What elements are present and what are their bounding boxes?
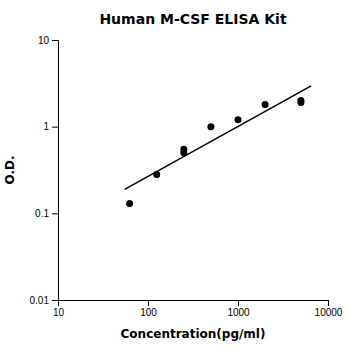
marks <box>125 86 312 207</box>
point <box>126 200 133 207</box>
y-axis-tick: 0.1 <box>35 208 58 219</box>
point <box>180 146 187 153</box>
title: Human M-CSF ELISA Kit <box>99 11 286 27</box>
x-axis-tick-mark <box>328 300 329 306</box>
x-axis-tick-label: 100 <box>140 307 157 318</box>
y-axis-line <box>52 41 59 301</box>
x-axis-tick: 1000 <box>227 300 250 318</box>
point <box>235 116 242 123</box>
x-axis-tick-mark <box>148 300 149 306</box>
y-axis-title: O.D. <box>3 155 17 184</box>
y-axis-tick-mark <box>52 127 58 128</box>
y-axis-tick: 0.01 <box>30 295 58 306</box>
x-axis-line <box>59 301 329 307</box>
x-axis-tick-label: 1000 <box>227 307 250 318</box>
y-axis-tick: 1 <box>43 121 58 132</box>
x-axis: 10 100 1000 10000 <box>53 300 343 318</box>
x-axis-title: Concentration(pg/ml) <box>121 327 266 341</box>
y-axis-tick-label: 0.1 <box>35 208 49 219</box>
y-axis-tick-label: 0.01 <box>30 295 50 306</box>
point <box>297 99 304 106</box>
y-axis: 0.01 0.1 1 10 <box>30 35 59 306</box>
y-axis-tick-label: 1 <box>43 121 49 132</box>
x-axis-tick-label: 10 <box>53 307 65 318</box>
y-axis-tick: 10 <box>38 35 58 46</box>
point <box>262 101 269 108</box>
x-axis-tick-mark <box>238 300 239 306</box>
fit-line <box>125 86 312 189</box>
x-axis-tick: 10000 <box>315 300 343 318</box>
y-axis-tick-mark <box>52 213 58 214</box>
plot-area: 10 100 1000 10000 0.01 0.1 1 10 <box>30 35 343 318</box>
y-axis-tick-label: 10 <box>38 35 50 46</box>
x-axis-tick: 10 <box>53 300 65 318</box>
x-axis-tick-label: 10000 <box>315 307 343 318</box>
x-axis-tick: 100 <box>140 300 157 318</box>
point <box>207 123 214 130</box>
y-axis-tick-mark <box>52 40 58 41</box>
chart: 10 100 1000 10000 0.01 0.1 1 10 Human M-CSF ELIS… <box>0 0 350 350</box>
y-axis-tick-mark <box>52 300 58 301</box>
